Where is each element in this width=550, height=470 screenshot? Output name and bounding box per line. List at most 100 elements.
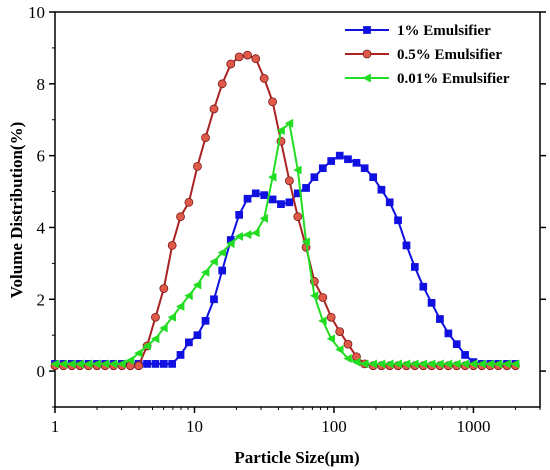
data-point: [351, 357, 361, 367]
data-point: [259, 74, 269, 83]
data-point: [226, 59, 236, 69]
data-point: [226, 239, 235, 249]
data-point: [209, 257, 218, 267]
data-point: [284, 118, 294, 128]
data-point: [410, 359, 419, 369]
data-point: [167, 241, 177, 250]
data-point: [360, 359, 369, 369]
data-point: [167, 312, 177, 322]
data-point: [468, 359, 478, 369]
data-point: [477, 359, 486, 369]
data-point: [260, 191, 269, 199]
legend-label: 0.01% Emulsifier: [397, 71, 510, 87]
data-point: [410, 263, 419, 271]
data-point: [344, 155, 352, 164]
data-point: [243, 50, 252, 60]
x-tick-label: 100: [321, 417, 347, 436]
data-point: [176, 351, 185, 359]
data-point: [444, 329, 453, 338]
data-point: [242, 230, 252, 240]
y-axis-title: Volume Distribution(%): [7, 122, 26, 298]
data-point: [134, 348, 143, 358]
data-point: [360, 164, 369, 173]
data-point: [50, 359, 59, 369]
data-point: [310, 173, 319, 182]
x-tick-label: 1: [51, 417, 60, 436]
data-point: [268, 195, 277, 204]
data-point: [335, 345, 344, 355]
data-point: [452, 340, 461, 349]
data-point: [234, 52, 244, 62]
data-point: [235, 211, 243, 219]
data-point: [185, 338, 193, 347]
data-point: [201, 316, 210, 325]
data-point: [452, 359, 461, 369]
data-point: [318, 293, 328, 302]
y-tick-label: 6: [37, 147, 46, 166]
data-point: [377, 185, 386, 194]
legend-label: 1% Emulsifier: [397, 23, 491, 39]
y-axis: 0 2 4 6 8 10: [28, 3, 546, 408]
data-point: [175, 301, 185, 311]
data-point: [142, 341, 151, 351]
data-point: [83, 359, 93, 369]
y-tick-label: 2: [37, 290, 46, 309]
data-point: [493, 359, 503, 369]
data-point: [402, 241, 411, 250]
data-point: [343, 339, 353, 349]
data-point: [117, 359, 126, 369]
data-point: [159, 360, 168, 368]
data-point: [502, 359, 511, 369]
data-point: [108, 359, 118, 369]
data-point: [251, 228, 260, 238]
y-tick-label: 0: [37, 362, 46, 381]
data-point: [318, 164, 327, 173]
data-point: [318, 316, 327, 326]
data-point: [259, 213, 269, 223]
data-point: [134, 361, 144, 371]
data-point: [251, 189, 260, 198]
legend-item: 1% Emulsifier: [345, 23, 491, 39]
legend-item: 0.5% Emulsifier: [345, 47, 502, 63]
data-point: [209, 104, 219, 114]
legend-item: 0.01% Emulsifier: [345, 71, 510, 87]
data-point: [326, 334, 336, 344]
data-point: [369, 173, 378, 182]
data-point: [362, 49, 372, 59]
data-point: [125, 355, 135, 365]
data-point: [385, 359, 394, 369]
data-point: [251, 54, 261, 64]
data-point: [419, 282, 428, 291]
data-point: [435, 359, 444, 369]
x-axis: 1 10 100 1000: [51, 407, 541, 436]
data-point: [217, 79, 227, 89]
data-point: [427, 299, 436, 307]
data-point: [192, 280, 202, 290]
data-point: [184, 197, 194, 207]
data-point: [309, 291, 319, 301]
data-point: [268, 97, 277, 107]
legend-label: 0.5% Emulsifier: [397, 47, 502, 63]
data-point: [368, 359, 378, 369]
data-point: [100, 359, 110, 369]
data-point: [276, 125, 285, 136]
series-3: [50, 118, 520, 369]
data-point: [363, 26, 371, 34]
data-point: [284, 176, 294, 186]
data-point: [267, 172, 277, 182]
data-point: [75, 359, 84, 369]
data-point: [159, 284, 169, 293]
data-point: [200, 267, 210, 277]
data-point: [436, 315, 444, 323]
data-point: [234, 231, 243, 241]
data-point: [352, 158, 361, 167]
data-point: [510, 359, 520, 369]
data-point: [393, 359, 402, 369]
data-point: [218, 266, 227, 275]
data-point: [143, 360, 151, 368]
data-point: [401, 359, 411, 369]
data-point: [217, 248, 227, 258]
series-layer: [50, 50, 520, 371]
data-point: [335, 151, 344, 160]
